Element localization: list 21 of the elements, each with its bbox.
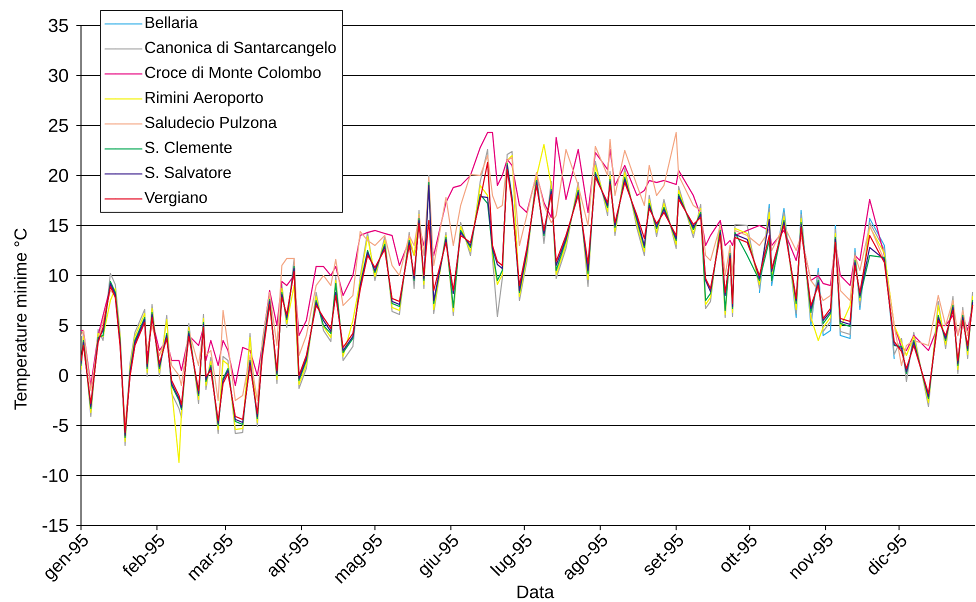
legend-label: Croce di Monte Colombo — [145, 66, 321, 78]
y-axis-title: Temperature minime °C — [14, 228, 30, 410]
y-tick-label: 35 — [48, 18, 68, 32]
y-tick-label: 0 — [59, 368, 68, 382]
y-tick-label: -15 — [42, 518, 68, 532]
legend-label: Vergiano — [144, 191, 207, 206]
legend-label: Canonica di Santarcangelo — [145, 41, 336, 56]
y-tick-label: 25 — [48, 118, 68, 132]
y-tick-label: 5 — [59, 318, 68, 332]
y-tick-label: -10 — [42, 468, 68, 482]
x-axis-title: Data — [518, 586, 554, 598]
legend-label: Saludecio Pulzona — [145, 116, 277, 128]
legend-label: Bellaria — [146, 16, 198, 28]
y-tick-label: 30 — [48, 68, 68, 82]
y-tick-label: 15 — [49, 218, 68, 232]
y-tick-label: -5 — [52, 418, 68, 432]
y-tick-label: 10 — [49, 268, 68, 282]
legend-label: S. Salvatore — [145, 166, 231, 178]
legend-label: S. Clemente — [145, 141, 232, 154]
y-tick-label: 20 — [48, 168, 68, 182]
legend-label: Rimini Aeroporto — [146, 91, 263, 106]
